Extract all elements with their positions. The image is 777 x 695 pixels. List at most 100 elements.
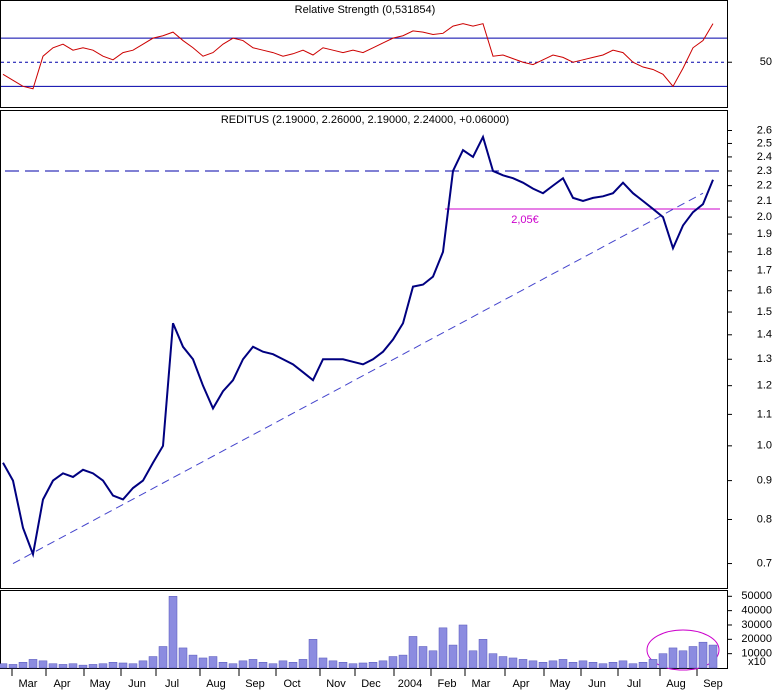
volume-bar [618,660,628,669]
y-tick-label: 20000 [741,633,772,645]
y-tick-label: 2.3 [757,165,772,177]
volume-bar [678,650,688,669]
volume-bar [208,656,218,669]
volume-bar [438,627,448,669]
price-title: REDITUS (2.19000, 2.26000, 2.19000, 2.24… [221,114,509,126]
y-tick-label: 0.8 [757,513,772,525]
y-tick-label: 1.8 [757,246,772,258]
volume-bar [708,644,718,669]
y-tick-label: 1.6 [757,285,772,297]
volume-bar [638,662,648,669]
y-tick-label: 1.4 [757,329,772,341]
volume-bar [158,646,168,669]
price-panel [0,110,728,589]
y-tick-label: 10000 [741,648,772,660]
volume-bar [608,662,618,669]
volume-bar [8,664,18,669]
volume-bar [498,656,508,669]
volume-bar [108,662,118,669]
volume-unit: x10 [748,656,766,668]
y-tick-label: 1.0 [757,440,772,452]
volume-bar [648,659,658,669]
volume-bar [338,662,348,669]
x-tick-label: Jul [627,678,641,690]
rsi-panel [0,0,728,108]
volume-bar [658,653,668,669]
volume-bar [578,660,588,669]
volume-bar [68,663,78,669]
volume-bar [228,663,238,669]
y-tick-label: 1.7 [757,265,772,277]
volume-bar [528,660,538,669]
x-tick-label: Aug [666,678,686,690]
x-tick-label: Jun [588,678,606,690]
x-tick-label: Sep [245,678,265,690]
volume-bar [288,662,298,669]
volume-bar [388,656,398,669]
y-tick-label: 40000 [741,605,772,617]
volume-bar [398,654,408,669]
volume-bar [118,662,128,669]
volume-bar [568,662,578,669]
x-tick-label: Jul [165,678,179,690]
x-tick-label: Apr [53,678,70,690]
volume-bar [478,639,488,669]
volume-bar [28,659,38,669]
volume-bar [188,654,198,669]
y-tick-label: 1.2 [757,380,772,392]
volume-bar [488,653,498,669]
volume-bar [248,659,258,669]
y-tick-label: 2.5 [757,137,772,149]
volume-bar [298,659,308,669]
x-tick-label: Apr [512,678,529,690]
series-line [2,134,714,558]
volume-bar [128,663,138,669]
volume-bar [378,660,388,669]
series-line [2,23,714,90]
support-label: 2,05€ [511,214,539,226]
volume-bar [48,663,58,669]
x-tick-label: May [550,678,571,690]
y-tick-label: 0.7 [757,557,772,569]
x-tick-label: Mar [472,678,491,690]
volume-bar [88,664,98,669]
volume-bar [518,659,528,669]
x-tick-label: May [90,678,111,690]
y-tick-label: 2.4 [757,151,772,163]
volume-bar [328,660,338,669]
y-tick-label: 1.5 [757,306,772,318]
volume-bar [688,646,698,669]
volume-bar [168,596,178,669]
trend-line [12,192,704,564]
volume-bar [278,660,288,669]
volume-bar [308,639,318,669]
rsi-title: Relative Strength (0,531854) [295,4,436,16]
volume-bar [598,663,608,669]
volume-bar [448,644,458,669]
volume-bar [318,657,328,669]
volume-bar [0,663,8,669]
volume-bar [138,660,148,669]
volume-bar [38,660,48,669]
highlight-ellipse [646,629,720,671]
volume-bar [218,662,228,669]
volume-bar [358,662,368,669]
x-tick-label: Dec [361,678,381,690]
x-tick-label: Sep [703,678,723,690]
y-tick-label: 2.1 [757,195,772,207]
y-tick-label: 1.1 [757,408,772,420]
y-tick-label: 50 [760,56,772,68]
volume-bar [468,650,478,669]
volume-bar [428,650,438,669]
volume-bar [538,662,548,669]
volume-bar [348,663,358,669]
x-tick-label: Mar [19,678,38,690]
volume-bar [458,624,468,669]
volume-bar [668,647,678,669]
volume-bar [148,656,158,669]
volume-bar [508,657,518,669]
volume-bar [548,660,558,669]
volume-bar [258,662,268,669]
y-tick-label: 1.3 [757,353,772,365]
